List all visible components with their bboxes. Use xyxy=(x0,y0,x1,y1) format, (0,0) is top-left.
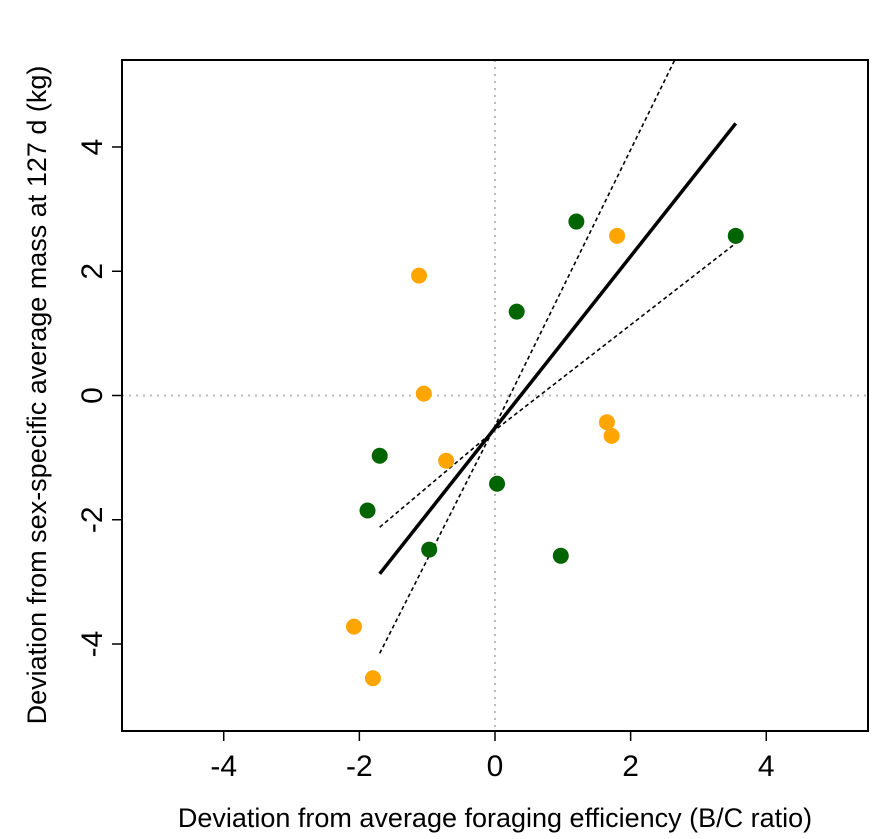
data-point xyxy=(364,670,381,687)
confidence-band-line xyxy=(379,242,737,528)
data-point xyxy=(421,541,438,558)
y-axis-title: Deviation from sex-specific average mass… xyxy=(22,66,52,725)
data-point xyxy=(568,213,585,230)
confidence-band-line xyxy=(378,59,676,654)
x-tick-label: 4 xyxy=(758,750,775,783)
reference-lines xyxy=(122,60,868,731)
data-point xyxy=(598,414,615,431)
y-tick-label: 2 xyxy=(76,263,109,280)
data-point xyxy=(438,452,455,469)
regression-lines xyxy=(378,59,738,654)
data-point xyxy=(552,547,569,564)
x-axis: -4 -2 0 2 4 xyxy=(210,731,775,783)
data-point xyxy=(411,267,428,284)
x-tick-label: 2 xyxy=(622,750,639,783)
y-tick-label: -2 xyxy=(76,506,109,533)
data-point xyxy=(489,475,506,492)
x-axis-title: Deviation from average foraging efficien… xyxy=(178,803,812,833)
data-point xyxy=(609,227,626,244)
data-point xyxy=(345,618,362,635)
data-point xyxy=(603,427,620,444)
y-tick-label: 4 xyxy=(76,139,109,156)
x-tick-label: -4 xyxy=(210,750,237,783)
x-tick-label: -2 xyxy=(346,750,373,783)
y-axis: -4 -2 0 2 4 xyxy=(76,139,122,658)
data-points xyxy=(345,213,744,687)
y-tick-label: 0 xyxy=(76,387,109,404)
x-tick-label: 0 xyxy=(487,750,504,783)
data-point xyxy=(371,447,388,464)
data-point xyxy=(508,303,525,320)
y-tick-label: -4 xyxy=(76,631,109,658)
data-point xyxy=(359,502,376,519)
data-point xyxy=(415,385,432,402)
fit-line xyxy=(378,122,738,575)
data-point xyxy=(727,227,744,244)
